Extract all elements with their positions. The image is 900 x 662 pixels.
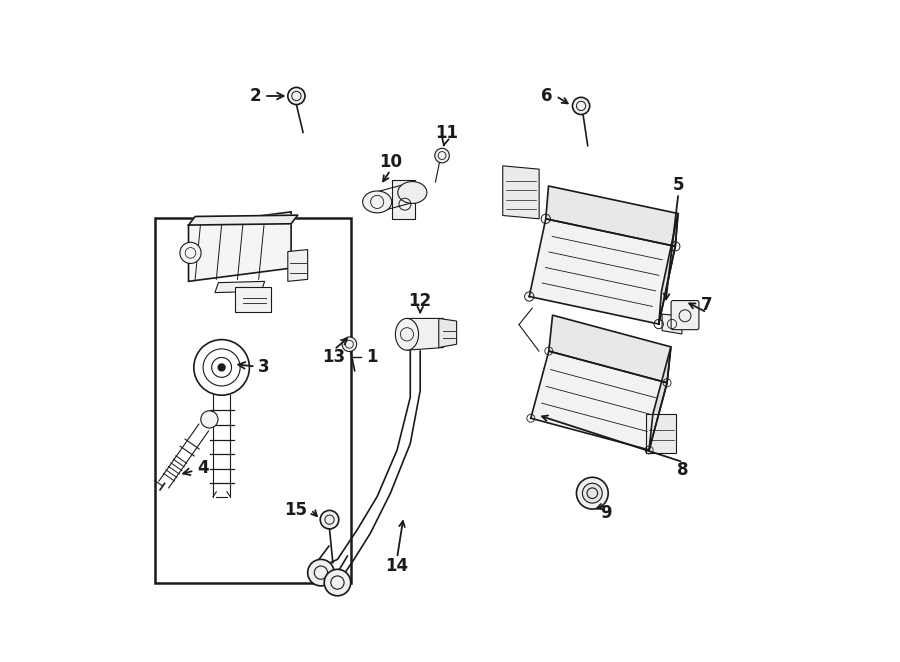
Polygon shape: [659, 214, 678, 324]
Polygon shape: [529, 219, 675, 324]
Bar: [156, 218, 351, 583]
Polygon shape: [438, 318, 456, 348]
Text: 8: 8: [678, 461, 688, 479]
Circle shape: [201, 411, 218, 428]
Polygon shape: [215, 281, 265, 293]
Text: 4: 4: [184, 459, 209, 477]
Polygon shape: [407, 318, 444, 350]
Circle shape: [219, 364, 225, 371]
FancyBboxPatch shape: [671, 301, 699, 330]
Text: 6: 6: [541, 87, 553, 105]
Text: 9: 9: [599, 504, 611, 522]
Text: 12: 12: [409, 292, 432, 310]
Circle shape: [180, 242, 201, 263]
Text: 3: 3: [238, 358, 270, 377]
Text: 1: 1: [366, 348, 377, 367]
Text: 7: 7: [701, 295, 713, 314]
Polygon shape: [649, 347, 670, 450]
Circle shape: [342, 337, 356, 352]
Polygon shape: [545, 186, 678, 246]
Circle shape: [435, 148, 449, 163]
Bar: [235, 287, 271, 312]
Text: 14: 14: [385, 557, 409, 575]
Polygon shape: [392, 179, 415, 219]
Circle shape: [582, 483, 602, 503]
Text: 13: 13: [322, 348, 346, 367]
Polygon shape: [503, 166, 539, 219]
Text: 2: 2: [249, 87, 284, 105]
Polygon shape: [188, 212, 291, 281]
Polygon shape: [549, 315, 670, 383]
Polygon shape: [662, 314, 682, 334]
Ellipse shape: [395, 318, 419, 350]
Ellipse shape: [363, 191, 392, 213]
Text: 11: 11: [436, 124, 458, 146]
Text: 5: 5: [672, 176, 684, 195]
Circle shape: [324, 569, 351, 596]
Circle shape: [576, 477, 608, 509]
Ellipse shape: [398, 181, 427, 203]
Polygon shape: [288, 250, 308, 281]
Text: 10: 10: [379, 153, 402, 171]
Polygon shape: [646, 414, 676, 453]
Polygon shape: [188, 215, 298, 225]
Text: 15: 15: [284, 500, 308, 519]
Circle shape: [320, 510, 338, 529]
Polygon shape: [531, 351, 667, 450]
Circle shape: [308, 559, 334, 586]
Circle shape: [288, 87, 305, 105]
Circle shape: [572, 97, 590, 115]
